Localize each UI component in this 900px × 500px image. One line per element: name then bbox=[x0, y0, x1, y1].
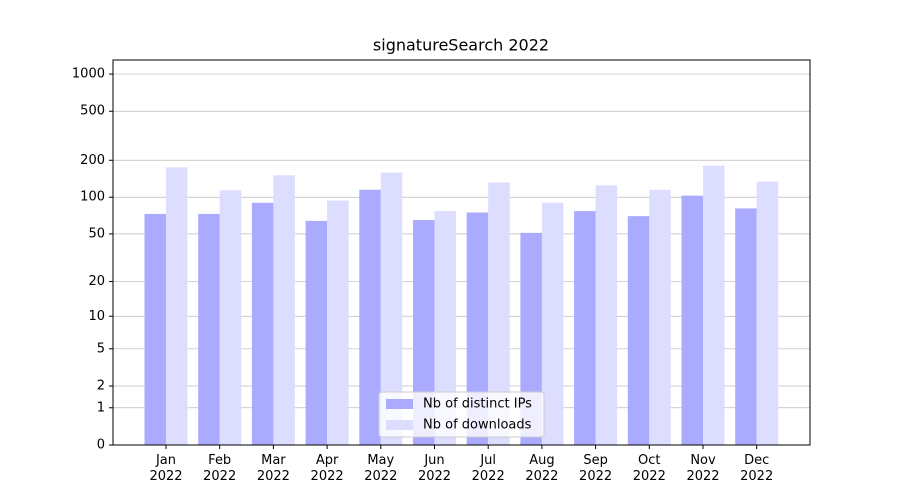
bar bbox=[144, 213, 166, 445]
legend-swatch bbox=[386, 399, 413, 409]
bar bbox=[703, 165, 725, 445]
bar bbox=[198, 213, 220, 445]
bar bbox=[219, 190, 242, 445]
x-tick-label: Oct 2022 bbox=[632, 453, 666, 484]
bar bbox=[251, 202, 274, 445]
bar bbox=[735, 208, 757, 445]
x-tick-label: Jan 2022 bbox=[149, 453, 183, 484]
bar bbox=[359, 189, 381, 445]
bar bbox=[756, 181, 779, 445]
x-tick-label: Dec 2022 bbox=[740, 453, 774, 484]
y-tick-label: 10 bbox=[88, 309, 105, 324]
bar bbox=[541, 202, 564, 445]
bar bbox=[434, 211, 456, 445]
bar bbox=[413, 220, 435, 445]
x-tick-label: Sep 2022 bbox=[579, 453, 613, 484]
y-tick-label: 200 bbox=[80, 153, 105, 168]
y-tick-label: 1000 bbox=[72, 67, 105, 82]
x-tick-label: Aug 2022 bbox=[525, 453, 559, 484]
legend-label: Nb of downloads bbox=[423, 418, 532, 433]
bar bbox=[305, 220, 328, 445]
x-tick-label: Feb 2022 bbox=[203, 453, 237, 484]
bar bbox=[166, 167, 188, 445]
y-tick-label: 5 bbox=[97, 341, 105, 356]
bar bbox=[380, 172, 403, 445]
x-tick-label: Jun 2022 bbox=[417, 453, 452, 484]
x-tick-label: Apr 2022 bbox=[310, 453, 344, 484]
bar bbox=[595, 185, 618, 446]
legend-label: Nb of distinct IPs bbox=[423, 397, 532, 412]
bar bbox=[327, 200, 349, 445]
bar bbox=[466, 212, 489, 445]
bar bbox=[627, 216, 650, 445]
y-tick-label: 2 bbox=[97, 379, 105, 394]
x-tick-label: Jul 2022 bbox=[471, 453, 505, 484]
bar bbox=[488, 182, 510, 446]
x-tick-label: Mar 2022 bbox=[256, 453, 290, 484]
legend-box bbox=[378, 391, 545, 438]
bar bbox=[681, 195, 703, 445]
legend-swatch bbox=[386, 420, 413, 430]
legend: Nb of distinct IPs Nb of downloads bbox=[378, 391, 545, 438]
y-tick-label: 0 bbox=[97, 438, 105, 453]
bar bbox=[649, 189, 671, 445]
chart-title: signatureSearch 2022 bbox=[373, 36, 549, 55]
x-tick-label: Nov 2022 bbox=[686, 453, 720, 484]
y-tick-label: 1 bbox=[97, 400, 105, 415]
x-tick-label: May 2022 bbox=[364, 453, 398, 484]
bar bbox=[574, 211, 596, 445]
y-tick-label: 500 bbox=[80, 104, 105, 119]
y-tick-label: 50 bbox=[88, 226, 105, 241]
y-tick-label: 100 bbox=[80, 190, 105, 205]
y-tick-label: 20 bbox=[88, 274, 105, 289]
plot-frame bbox=[112, 59, 811, 446]
bar bbox=[273, 175, 295, 445]
